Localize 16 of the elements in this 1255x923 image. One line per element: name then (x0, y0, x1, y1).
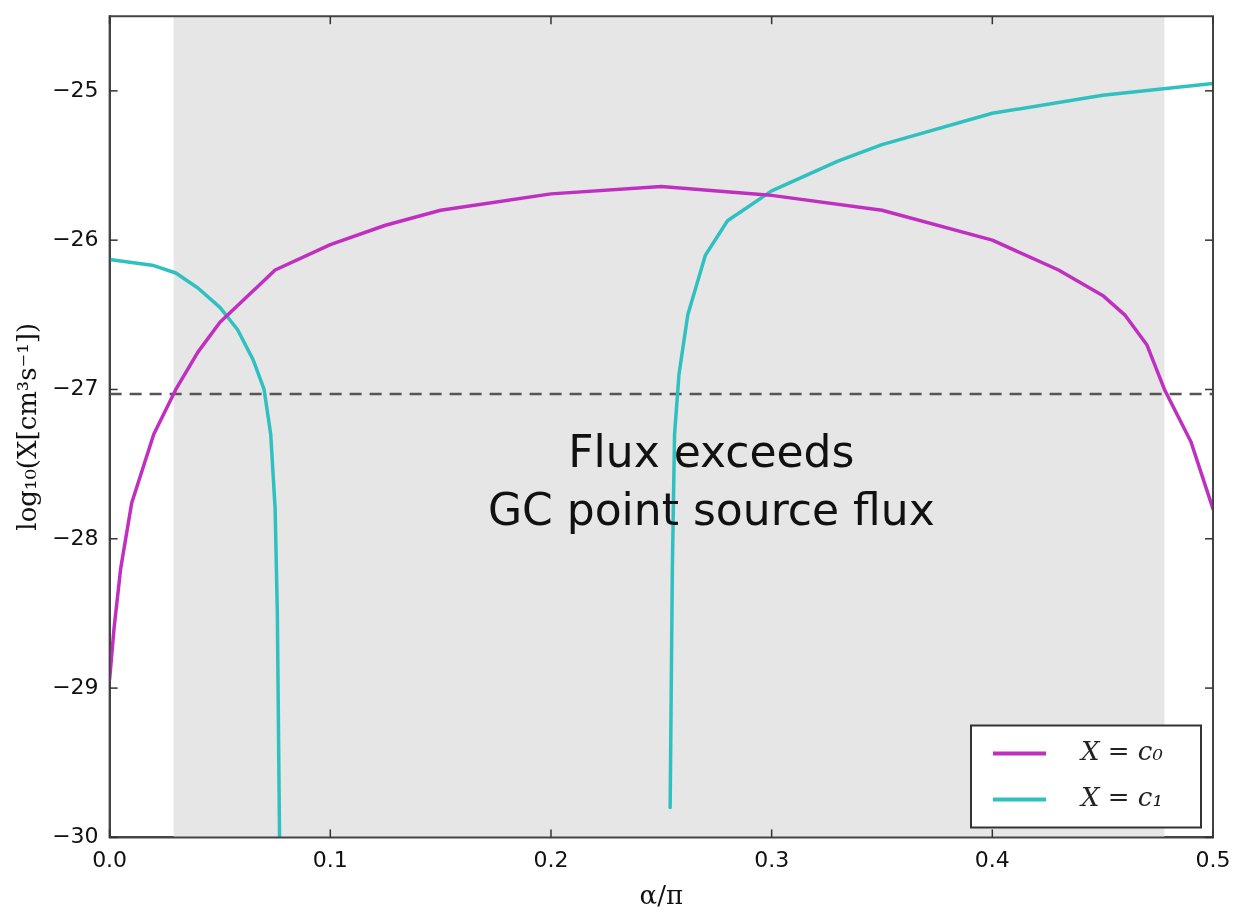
y-tick-label: −30 (52, 823, 99, 849)
y-tick-label: −27 (52, 375, 99, 401)
legend-label: X = c₁ (1079, 782, 1163, 813)
y-tick-label: −26 (52, 225, 99, 251)
x-tick-label: 0.0 (92, 847, 128, 873)
y-axis-title: log₁₀(X[cm³s⁻¹]) (12, 322, 43, 531)
x-tick-label: 0.4 (974, 847, 1010, 873)
x-tick-label: 0.1 (312, 847, 348, 873)
x-axis-title: α/π (639, 880, 684, 911)
x-tick-label: 0.2 (533, 847, 569, 873)
x-tick-label: 0.3 (754, 847, 790, 873)
y-tick-label: −25 (52, 76, 99, 102)
x-tick-label: 0.5 (1195, 847, 1231, 873)
legend-label: X = c₀ (1079, 736, 1164, 767)
y-tick-label: −29 (52, 673, 99, 699)
y-tick-label: −28 (52, 524, 99, 550)
